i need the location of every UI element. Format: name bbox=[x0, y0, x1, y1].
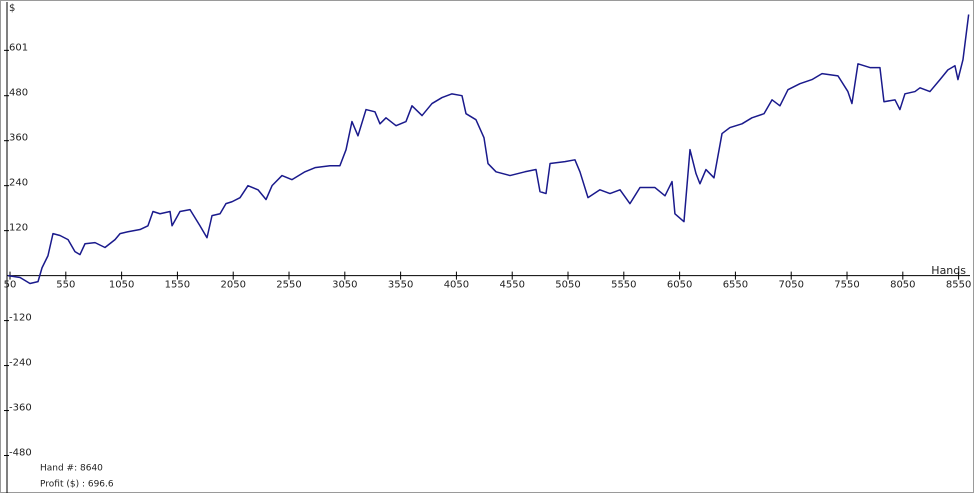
x-tick-label: 5050 bbox=[555, 280, 580, 291]
y-axis-label: $ bbox=[9, 3, 15, 14]
x-tick-label: 4550 bbox=[499, 280, 524, 291]
x-tick-label: 5550 bbox=[611, 280, 636, 291]
x-tick-label: 7050 bbox=[778, 280, 803, 291]
x-tick-label: 3050 bbox=[332, 280, 357, 291]
x-tick-label: 2550 bbox=[276, 280, 301, 291]
x-tick-label: 6550 bbox=[723, 280, 748, 291]
x-tick-label: 3550 bbox=[388, 280, 413, 291]
x-tick-label: 7550 bbox=[834, 280, 859, 291]
profit-line bbox=[7, 14, 970, 285]
hand-info: Hand #: 8640 bbox=[40, 464, 103, 474]
x-tick-label: 8550 bbox=[946, 280, 971, 291]
x-tick-label: 6050 bbox=[667, 280, 692, 291]
profit-info: Profit ($) : 696.6 bbox=[40, 480, 114, 490]
x-axis-label: Hands bbox=[931, 264, 966, 277]
x-tick-label: 1550 bbox=[165, 280, 190, 291]
x-tick-label: 8050 bbox=[890, 280, 915, 291]
x-tick-label: 550 bbox=[56, 280, 75, 291]
y-tick-label: 120 bbox=[9, 223, 28, 234]
y-tick-label: 360 bbox=[9, 133, 28, 144]
x-tick-label: 2050 bbox=[220, 280, 245, 291]
y-tick-label: 480 bbox=[9, 88, 28, 99]
y-tick-label: -480 bbox=[9, 448, 32, 459]
y-tick-label: -360 bbox=[9, 403, 32, 414]
y-tick-label: -120 bbox=[9, 313, 32, 324]
x-tick-label: 50 bbox=[4, 280, 17, 291]
y-tick-label: 601 bbox=[9, 42, 28, 53]
x-tick-label: 4050 bbox=[444, 280, 469, 291]
y-tick-label: -240 bbox=[9, 358, 32, 369]
y-tick-label: 240 bbox=[9, 178, 28, 189]
x-tick-label: 1050 bbox=[109, 280, 134, 291]
